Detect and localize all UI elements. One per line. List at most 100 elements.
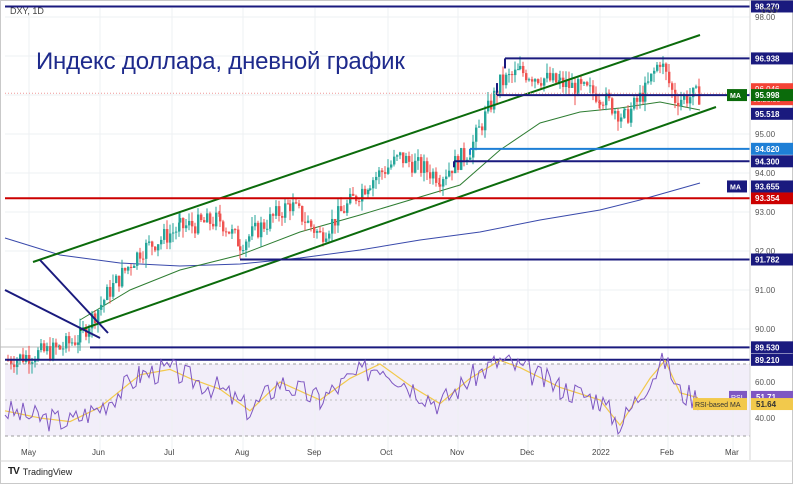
- candle-down: [686, 95, 689, 104]
- ma-tag: MA: [730, 93, 741, 100]
- candle-up: [571, 82, 574, 88]
- candle-down: [109, 286, 112, 297]
- candle-down: [239, 246, 242, 251]
- candle-up: [112, 282, 115, 297]
- candle-up: [328, 233, 331, 239]
- candle-up: [514, 69, 517, 76]
- rsi-ma-value-badge: [751, 398, 793, 411]
- candle-up: [475, 127, 478, 142]
- y-tick-label: 95.00: [755, 130, 776, 139]
- ma-slow-line: [4, 182, 701, 267]
- candle-down: [287, 203, 290, 205]
- candle-down: [74, 342, 77, 345]
- candle-down: [531, 79, 534, 82]
- tv-logo-icon: TV: [8, 466, 20, 477]
- candle-up: [178, 222, 181, 232]
- candle-down: [451, 170, 454, 174]
- candle-down: [402, 152, 405, 164]
- candle-down: [429, 172, 432, 179]
- candle-up: [647, 81, 650, 83]
- candle-down: [627, 109, 630, 123]
- candle-up: [251, 226, 254, 237]
- candle-up: [316, 230, 319, 233]
- candle-up: [369, 188, 372, 190]
- candle-down: [124, 267, 127, 271]
- candle-down: [151, 241, 154, 247]
- candle-up: [361, 188, 364, 202]
- y-tick-label: 91.00: [755, 286, 776, 295]
- candle-down: [568, 80, 571, 88]
- candle-up: [97, 309, 100, 324]
- candle-down: [334, 218, 337, 226]
- candle-down: [200, 214, 203, 221]
- candle-down: [522, 65, 525, 74]
- rsi-y-tick-label: 40.00: [755, 414, 776, 423]
- candle-up: [62, 348, 65, 350]
- candle-up: [100, 304, 103, 310]
- candle-down: [592, 85, 595, 94]
- candle-up: [639, 92, 642, 102]
- candle-up: [206, 213, 209, 223]
- ma-tag-badge: [727, 89, 747, 102]
- ma-value-badge: [751, 89, 793, 102]
- candle-down: [55, 342, 58, 348]
- candle-up: [175, 231, 178, 233]
- candle-down: [665, 63, 668, 72]
- candle-down: [671, 83, 674, 90]
- candle-down: [219, 213, 222, 222]
- candle-up: [583, 82, 586, 84]
- price-level-label: 89.530: [755, 343, 780, 352]
- candle-up: [71, 342, 74, 344]
- candle-down: [555, 73, 558, 83]
- candle-up: [505, 74, 508, 86]
- candle-up: [620, 117, 623, 122]
- candle-up: [378, 170, 381, 177]
- candle-up: [653, 70, 656, 74]
- price-level-badge: [751, 52, 793, 65]
- rsi-ma-value-label: 51.64: [756, 400, 777, 409]
- candle-down: [139, 252, 142, 259]
- candle-down: [257, 222, 260, 238]
- candle-up: [565, 80, 568, 88]
- candle-up: [543, 78, 546, 86]
- candle-up: [79, 327, 82, 343]
- candle-up: [179, 218, 182, 223]
- candle-up: [148, 241, 151, 243]
- candle-up: [372, 180, 375, 189]
- ma-tag-badge: [727, 180, 747, 193]
- candle-up: [546, 72, 549, 79]
- candle-down: [278, 206, 281, 216]
- ma-value-label: 95.998: [755, 91, 780, 100]
- candle-up: [683, 95, 686, 100]
- price-level-badge: [751, 0, 793, 13]
- price-level-label: 96.938: [755, 54, 780, 63]
- candle-down: [602, 104, 605, 106]
- candle-up: [559, 77, 562, 81]
- candle-up: [242, 250, 245, 252]
- candle-up: [460, 148, 463, 170]
- candle-up: [680, 99, 683, 107]
- candle-up: [52, 342, 55, 359]
- rsi-ma-tag-badge: [693, 398, 747, 411]
- y-tick-label: 98.00: [755, 13, 776, 22]
- candle-down: [272, 214, 275, 216]
- candle-up: [37, 350, 40, 361]
- candle-down: [130, 266, 133, 268]
- candle-down: [118, 275, 121, 287]
- candle-up: [614, 111, 617, 114]
- price-level-badge: [751, 142, 793, 155]
- candle-down: [222, 221, 225, 232]
- candle-down: [352, 193, 355, 196]
- candle-up: [121, 267, 124, 287]
- candle-up: [197, 214, 200, 234]
- candle-up: [169, 233, 172, 243]
- candle-down: [43, 343, 46, 352]
- candle-down: [59, 345, 62, 350]
- x-tick-label: Sep: [307, 448, 322, 457]
- candle-up: [260, 222, 263, 238]
- candle-down: [540, 83, 543, 86]
- candle-down: [22, 354, 25, 362]
- candle-up: [367, 189, 370, 195]
- candle-down: [659, 64, 662, 67]
